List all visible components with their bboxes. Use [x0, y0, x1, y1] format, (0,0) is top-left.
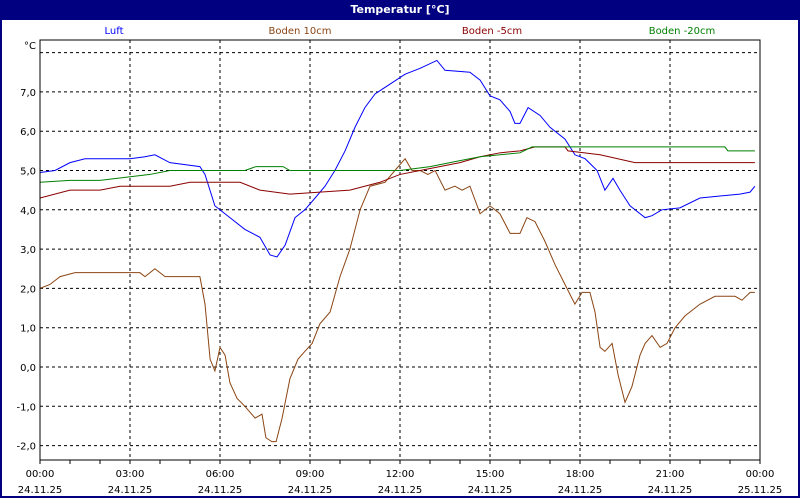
y-tick-label: 3,0 [20, 245, 36, 256]
y-tick-label: 4,0 [20, 206, 36, 217]
x-tick-time: 18:00 [566, 469, 595, 480]
x-tick-time: 00:00 [26, 469, 55, 480]
series-line-boden-5cm [39, 146, 755, 199]
x-tick-date: 24.11.25 [648, 485, 693, 496]
x-tick-date: 24.11.25 [108, 485, 153, 496]
y-tick-label: 1,0 [20, 324, 36, 335]
x-tick-time: 09:00 [296, 469, 325, 480]
x-tick-date: 25.11.25 [738, 485, 783, 496]
x-tick-date: 24.11.25 [198, 485, 243, 496]
legend-entry: Luft [105, 26, 124, 37]
series-line-boden-10cm [39, 157, 755, 443]
series-line-boden-20cm [39, 146, 755, 183]
x-tick-date: 24.11.25 [468, 485, 513, 496]
plot-frame [39, 39, 761, 461]
series-line-luft [39, 59, 756, 258]
y-tick-label: 5,0 [20, 167, 36, 178]
legend-entry: Boden -20cm [649, 26, 716, 37]
x-tick-date: 24.11.25 [18, 485, 63, 496]
y-axis-unit: °C [24, 41, 36, 52]
legend-entry: Boden -5cm [462, 26, 522, 37]
y-tick-label: -2,0 [16, 442, 36, 453]
x-tick-time: 12:00 [386, 469, 415, 480]
y-tick-label: 6,0 [20, 127, 36, 138]
x-tick-date: 24.11.25 [378, 485, 423, 496]
x-tick-time: 06:00 [206, 469, 235, 480]
x-tick-time: 15:00 [476, 469, 505, 480]
y-tick-label: 0,0 [20, 363, 36, 374]
x-tick-date: 24.11.25 [288, 485, 333, 496]
x-tick-date: 24.11.25 [558, 485, 603, 496]
window-title: Temperatur [°C] [0, 0, 800, 20]
y-tick-label: 7,0 [20, 88, 36, 99]
y-tick-label: 2,0 [20, 284, 36, 295]
x-tick-time: 03:00 [116, 469, 145, 480]
x-tick-time: 21:00 [656, 469, 685, 480]
y-tick-label: -1,0 [16, 402, 36, 413]
x-tick-time: 00:00 [746, 469, 775, 480]
legend-entry: Boden 10cm [269, 26, 332, 37]
